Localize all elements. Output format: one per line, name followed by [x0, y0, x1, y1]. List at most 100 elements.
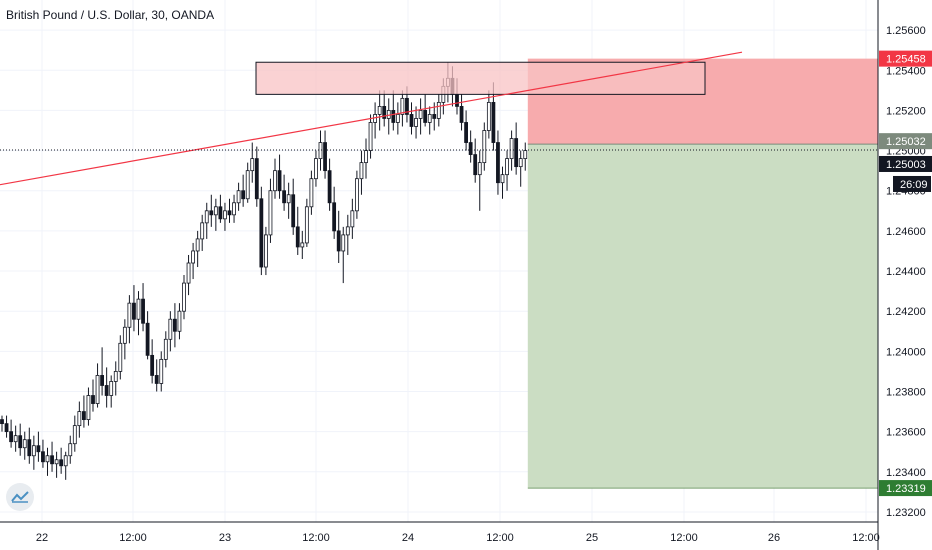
candlestick-series — [0, 62, 528, 480]
candle-body — [386, 110, 391, 119]
target-price-tag: 1.23319 — [886, 483, 926, 495]
x-tick-label: 25 — [586, 532, 598, 544]
x-tick-label: 22 — [36, 532, 48, 544]
candle-body — [50, 455, 54, 465]
y-tick-label: 1.23800 — [886, 387, 926, 399]
candle-body — [300, 242, 305, 248]
candle-body — [172, 318, 177, 332]
candle-body — [232, 202, 236, 216]
candle-body — [241, 190, 246, 200]
x-tick-label: 12:00 — [670, 532, 698, 544]
candle-body — [464, 122, 469, 143]
candle-body — [332, 202, 337, 232]
candle-body — [168, 318, 173, 340]
candle-body — [423, 110, 428, 123]
candle-body — [455, 93, 459, 107]
candle-body — [309, 178, 314, 208]
candle-body — [391, 110, 396, 123]
candle-body — [263, 234, 268, 268]
candle-body — [304, 206, 309, 244]
x-tick-label: 12:00 — [852, 532, 880, 544]
candle-body — [268, 190, 273, 236]
tradingview-logo-icon[interactable] — [6, 483, 34, 511]
candle-body — [191, 250, 196, 264]
candle-body — [486, 101, 491, 131]
candle-body — [150, 354, 155, 376]
candle-body — [63, 455, 68, 467]
candle-body — [104, 385, 109, 396]
candle-body — [31, 445, 36, 457]
candle-body — [400, 97, 405, 115]
candle-body — [22, 439, 27, 449]
candle-body — [72, 425, 77, 445]
resistance-box — [255, 61, 706, 95]
candle-body — [341, 234, 346, 252]
candle-body — [468, 142, 473, 155]
candle-body — [245, 170, 250, 200]
candle-body — [327, 170, 332, 204]
candle-body — [254, 158, 259, 200]
candle-body — [27, 439, 32, 457]
candle-body — [336, 230, 341, 252]
candle-body — [91, 395, 95, 404]
stop-price-tag: 1.25458 — [886, 54, 926, 66]
x-tick-label: 23 — [219, 532, 231, 544]
candle-body — [36, 445, 41, 453]
candle-body — [273, 170, 277, 192]
candle-body — [514, 138, 519, 168]
candle-body — [132, 302, 136, 320]
current-price-tag-bg — [879, 155, 932, 172]
candle-body — [182, 282, 186, 312]
candle-body — [68, 443, 73, 457]
position-zones — [527, 58, 878, 489]
candle-body — [409, 114, 414, 127]
y-tick-label: 1.23600 — [886, 427, 926, 439]
candle-body — [195, 238, 200, 252]
candle-body — [436, 101, 441, 119]
candle-body — [218, 206, 223, 220]
candle-body — [473, 154, 478, 176]
candle-body — [200, 222, 205, 240]
x-tick-label: 24 — [402, 532, 414, 544]
y-tick-label: 1.24600 — [886, 226, 926, 238]
candle-body — [496, 142, 500, 184]
candle-body — [41, 451, 45, 463]
candle-body — [113, 371, 118, 382]
candle-body — [505, 158, 509, 176]
candle-body — [154, 375, 159, 384]
candle-body — [395, 114, 400, 123]
y-tick-label: 1.23400 — [886, 467, 926, 479]
countdown-bg — [893, 175, 931, 192]
candle-body — [405, 97, 409, 115]
candle-body — [277, 170, 282, 192]
candle-body — [18, 435, 23, 449]
candle-body — [204, 210, 209, 224]
candle-body — [368, 122, 373, 151]
candle-body — [359, 162, 364, 180]
y-tick-label: 1.24400 — [886, 266, 926, 278]
y-tick-label: 1.23200 — [886, 507, 926, 519]
candle-body — [418, 110, 423, 119]
entry-price-tag: 1.25032 — [886, 136, 926, 148]
target-price-tag-bg — [879, 480, 932, 497]
entry-price-tag-bg — [879, 133, 932, 150]
candle-body — [377, 106, 382, 115]
candle-body — [59, 459, 64, 467]
candle-body — [295, 226, 300, 248]
candle-body — [482, 130, 487, 164]
candle-body — [318, 142, 323, 160]
x-tick-label: 12:00 — [119, 532, 147, 544]
chart-title: British Pound / U.S. Dollar, 30, OANDA — [6, 8, 215, 22]
candle-body — [118, 342, 123, 372]
candle-body — [186, 262, 191, 284]
candle-body — [45, 455, 50, 463]
y-tick-label: 1.25400 — [886, 65, 926, 77]
candle-body — [95, 375, 100, 404]
candle-body — [323, 142, 327, 172]
candle-body — [163, 338, 168, 360]
candle-body — [159, 358, 164, 384]
candle-body — [350, 210, 355, 228]
candle-body — [100, 375, 104, 386]
candle-body — [427, 114, 432, 123]
